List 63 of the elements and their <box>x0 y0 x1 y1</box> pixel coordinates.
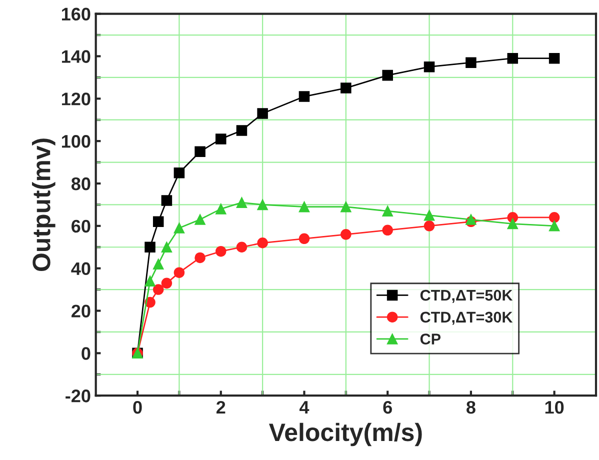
x-tick-label: 2 <box>216 400 226 414</box>
point <box>466 214 476 225</box>
point <box>340 229 352 240</box>
x-tick-label: 10 <box>545 400 564 414</box>
point <box>174 267 185 278</box>
point <box>298 201 310 212</box>
point <box>548 212 560 223</box>
point <box>507 218 518 230</box>
legend-label: CTD,ΔT=30K <box>420 312 513 325</box>
point <box>174 222 185 234</box>
point <box>382 224 393 236</box>
point <box>236 242 248 253</box>
legend-label: CTD,ΔT=50K <box>420 290 513 303</box>
point <box>216 204 226 214</box>
point <box>298 233 310 244</box>
point <box>298 91 310 102</box>
point <box>161 195 172 206</box>
x-tick-label: 0 <box>133 400 142 414</box>
point <box>548 52 560 64</box>
point <box>257 238 268 248</box>
point <box>236 197 248 208</box>
y-tick-label: 20 <box>72 304 90 318</box>
y-tick-label: 160 <box>62 8 90 21</box>
point <box>161 278 172 289</box>
y-axis-title: Output(mv) <box>32 138 56 272</box>
y-tick-label: 40 <box>71 262 90 276</box>
y-tick-label: -20 <box>66 390 90 402</box>
y-tick-label: 80 <box>71 177 90 190</box>
point <box>424 220 435 232</box>
point <box>257 199 268 210</box>
point <box>216 246 226 257</box>
point <box>152 216 164 228</box>
point <box>194 214 206 225</box>
point <box>548 220 560 232</box>
y-tick-label: 100 <box>62 135 90 148</box>
y-tick-label: 60 <box>72 220 90 233</box>
y-tick-label: 120 <box>62 92 90 106</box>
point <box>382 206 393 216</box>
x-axis-title: Velocity(m/s) <box>268 422 422 446</box>
point <box>340 82 352 94</box>
point <box>507 52 518 64</box>
point <box>424 210 435 221</box>
point <box>236 125 248 136</box>
point <box>340 201 352 212</box>
point <box>216 134 226 144</box>
point <box>424 61 435 72</box>
point <box>194 146 206 158</box>
y-tick-label: 140 <box>62 50 90 63</box>
legend-label: CP <box>420 334 441 344</box>
x-tick-label: 8 <box>466 400 476 414</box>
x-tick-label: 6 <box>383 400 392 414</box>
point <box>152 284 164 295</box>
point <box>194 252 206 264</box>
y-tick-label: 0 <box>82 347 90 360</box>
point <box>144 242 156 253</box>
point <box>161 242 172 253</box>
point <box>174 168 185 178</box>
point <box>144 276 156 286</box>
x-tick-label: 4 <box>299 401 310 414</box>
point <box>257 108 268 119</box>
point <box>382 70 393 81</box>
point <box>152 258 164 270</box>
point <box>466 57 476 68</box>
